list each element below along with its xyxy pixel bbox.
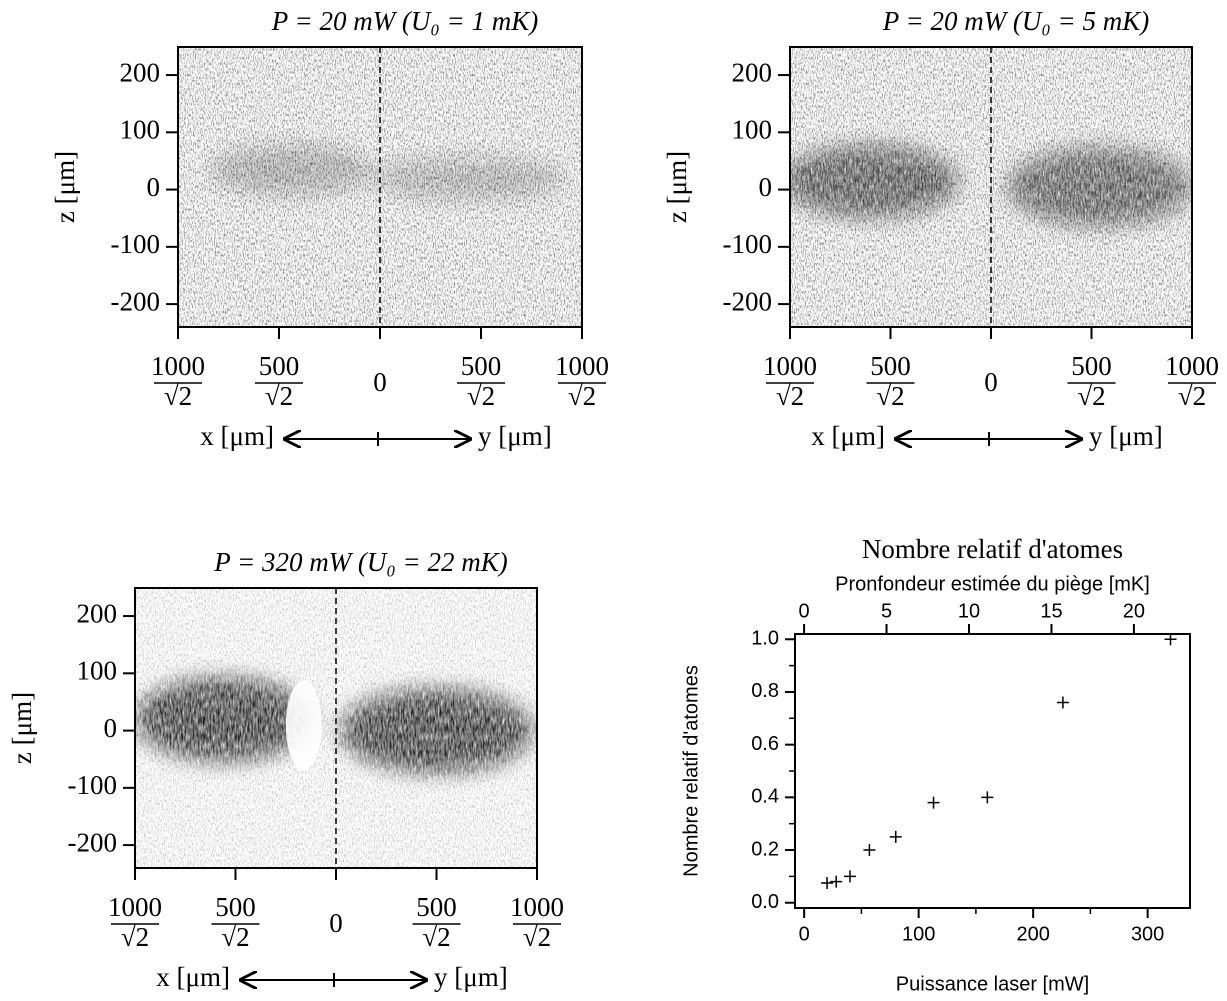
y-tick-label: 0.0	[751, 891, 779, 913]
x-tick-numerator: 500	[461, 351, 502, 381]
absorption-image	[790, 47, 1192, 327]
y-tick-label: 0	[147, 172, 161, 202]
y-tick-label: 0.2	[751, 838, 779, 860]
scatter-panel: 0.0 0.2 0.4 0.6 0.8 1.0 0 100 200 300 0 5 10 15 20 Nomb…	[680, 534, 1191, 995]
x-tick-label: 0	[984, 367, 998, 397]
x-tick-label: 100	[902, 923, 935, 945]
atom-cloud	[135, 677, 312, 762]
data-point	[843, 870, 856, 883]
atom-cloud	[1007, 147, 1192, 227]
data-point	[821, 876, 834, 889]
x2-tick-label: 10	[958, 600, 980, 622]
x-axis-label-left: x [μm]	[200, 421, 274, 451]
x-axis-label-left: x [μm]	[811, 421, 885, 451]
x-tick-numerator: 1000	[108, 892, 162, 922]
atom-cloud	[210, 145, 372, 196]
x-tick-denominator: √2	[265, 381, 293, 411]
x-tick-denominator: √2	[568, 381, 596, 411]
x-tick-label: 300	[1131, 923, 1164, 945]
x-tick-denominator: √2	[467, 381, 495, 411]
panel-title: P = 320 mW (U₀ = 22 mK)	[213, 547, 508, 577]
atom-cloud	[340, 688, 533, 773]
y-tick-label: -100	[68, 770, 118, 800]
atom-cloud	[790, 145, 959, 218]
x2-tick-label: 0	[799, 600, 810, 622]
x-axis-label-right: y [μm]	[1089, 421, 1163, 451]
x-tick-numerator: 500	[870, 351, 911, 381]
x-axis-label: Puissance laser [mW]	[896, 973, 1089, 995]
x2-tick-label: 5	[881, 600, 892, 622]
x-tick-numerator: 1000	[555, 351, 609, 381]
x-tick-denominator: √2	[1077, 381, 1105, 411]
data-point	[981, 791, 994, 804]
data-point	[1164, 633, 1177, 646]
y-tick-label: -100	[723, 229, 773, 259]
x-tick-denominator: √2	[121, 922, 149, 952]
plot-frame	[794, 633, 1191, 909]
x-tick-label: 200	[1016, 923, 1049, 945]
y-tick-label: 0.8	[751, 680, 779, 702]
y-tick-label: 200	[120, 57, 161, 87]
y-tick-label: -200	[68, 827, 118, 857]
y-tick-label: 0	[104, 713, 118, 743]
y-tick-label: 0	[759, 172, 773, 202]
atom-cloud	[371, 156, 566, 202]
data-point	[1056, 696, 1069, 709]
y-tick-label: 0.4	[751, 786, 779, 808]
panel-title: P = 20 mW (U₀ = 1 mK)	[271, 6, 539, 36]
panel-title: P = 20 mW (U₀ = 5 mK)	[882, 6, 1150, 36]
y-tick-label: -200	[723, 286, 773, 316]
y-axis-label: Nombre relatif d'atomes	[680, 665, 702, 877]
x-tick-numerator: 500	[259, 351, 300, 381]
panel-title: Nombre relatif d'atomes	[862, 534, 1123, 564]
image-hole	[285, 680, 322, 771]
y-tick-label: -100	[111, 229, 161, 259]
data-point	[889, 830, 902, 843]
x-tick-denominator: √2	[422, 922, 450, 952]
x-tick-numerator: 500	[215, 892, 256, 922]
x-tick-numerator: 1000	[510, 892, 564, 922]
x-tick-label: 0	[373, 367, 387, 397]
y-tick-label: 200	[77, 598, 118, 628]
x-tick-numerator: 1000	[151, 351, 205, 381]
x-tick-denominator: √2	[523, 922, 551, 952]
x-tick-label: 0	[329, 908, 343, 938]
y-tick-label: 100	[77, 656, 118, 686]
y-tick-label: -200	[111, 286, 161, 316]
x-tick-denominator: √2	[776, 381, 804, 411]
x2-tick-label: 15	[1040, 600, 1062, 622]
x-axis-label-left: x [μm]	[156, 962, 230, 992]
x2-tick-label: 20	[1123, 600, 1145, 622]
data-point	[927, 796, 940, 809]
data-point	[863, 844, 876, 857]
x-axis-label-right: y [μm]	[478, 421, 552, 451]
x-tick-denominator: √2	[876, 381, 904, 411]
y-tick-label: 1.0	[751, 628, 779, 650]
x-tick-numerator: 1000	[763, 351, 817, 381]
x-tick-denominator: √2	[164, 381, 192, 411]
y-tick-label: 0.6	[751, 733, 779, 755]
x-tick-numerator: 500	[416, 892, 457, 922]
x-tick-numerator: 1000	[1165, 351, 1219, 381]
y-tick-label: 100	[120, 115, 161, 145]
y-axis-label: z [μm]	[50, 151, 80, 223]
y-axis-label: z [μm]	[662, 151, 692, 223]
data-point	[830, 875, 843, 888]
y-tick-label: 200	[732, 57, 773, 87]
x-tick-label: 0	[799, 923, 810, 945]
x-tick-denominator: √2	[1178, 381, 1206, 411]
x-axis-label-right: y [μm]	[434, 962, 508, 992]
y-tick-label: 100	[732, 115, 773, 145]
x-tick-numerator: 500	[1071, 351, 1112, 381]
x-tick-denominator: √2	[221, 922, 249, 952]
y-axis-label: z [μm]	[7, 692, 37, 764]
x2-axis-label: Pronfondeur estimée du piège [mK]	[835, 573, 1150, 595]
